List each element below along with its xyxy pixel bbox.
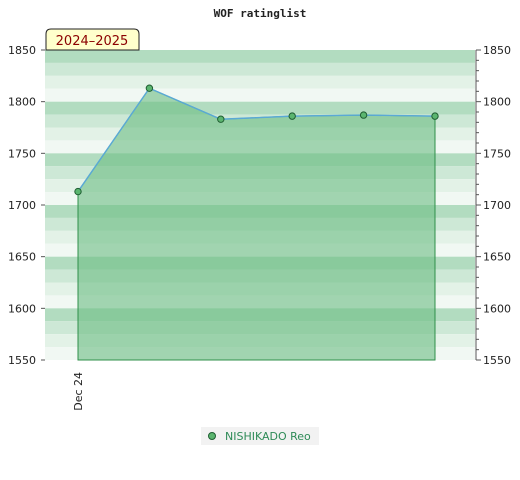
grid-band (45, 101, 475, 115)
chart-title: WOF ratinglist (214, 7, 307, 20)
legend[interactable]: NISHIKADO Reo (201, 427, 319, 445)
x-axis: Dec 24 (72, 372, 85, 411)
y-tick-label-left: 1750 (8, 147, 36, 160)
y-axis-left: 1550 1600 1650 1700 1750 1800 1850 (8, 44, 45, 367)
y-tick-label-right: 1550 (483, 354, 511, 367)
grid-band (45, 50, 475, 63)
plot-area (74, 84, 439, 361)
y-tick-label-left: 1850 (8, 44, 36, 57)
y-tick-label-right: 1650 (483, 251, 511, 264)
data-point (431, 112, 439, 120)
season-badge: 2024–2025 (45, 28, 140, 51)
grid-band (45, 75, 475, 89)
series-line (77, 87, 436, 192)
y-tick-label-right: 1800 (483, 96, 511, 109)
grid-band (45, 88, 475, 102)
y-tick-label-right: 1700 (483, 199, 511, 212)
legend-label[interactable]: NISHIKADO Reo (225, 430, 311, 443)
data-point (74, 187, 82, 196)
x-tick-label: Dec 24 (72, 372, 85, 411)
y-tick-label-left: 1700 (8, 199, 36, 212)
y-tick-label-right: 1600 (483, 302, 511, 315)
legend-box (201, 427, 319, 445)
season-label: 2024–2025 (56, 34, 129, 49)
y-tick-label-left: 1650 (8, 251, 36, 264)
y-tick-label-left: 1550 (8, 354, 36, 367)
data-point (359, 111, 368, 119)
data-point (145, 84, 154, 92)
data-point (288, 112, 296, 120)
series-area (77, 87, 436, 361)
y-tick-label-left: 1800 (8, 96, 36, 109)
y-tick-label-left: 1600 (8, 302, 36, 315)
data-point (217, 115, 225, 123)
grid-band (45, 62, 475, 76)
y-tick-label-right: 1850 (483, 44, 511, 57)
y-tick-label-right: 1750 (483, 147, 511, 160)
legend-marker (208, 432, 216, 440)
y-axis-right: 1550 1600 1650 1700 1750 1800 1850 (475, 44, 511, 367)
